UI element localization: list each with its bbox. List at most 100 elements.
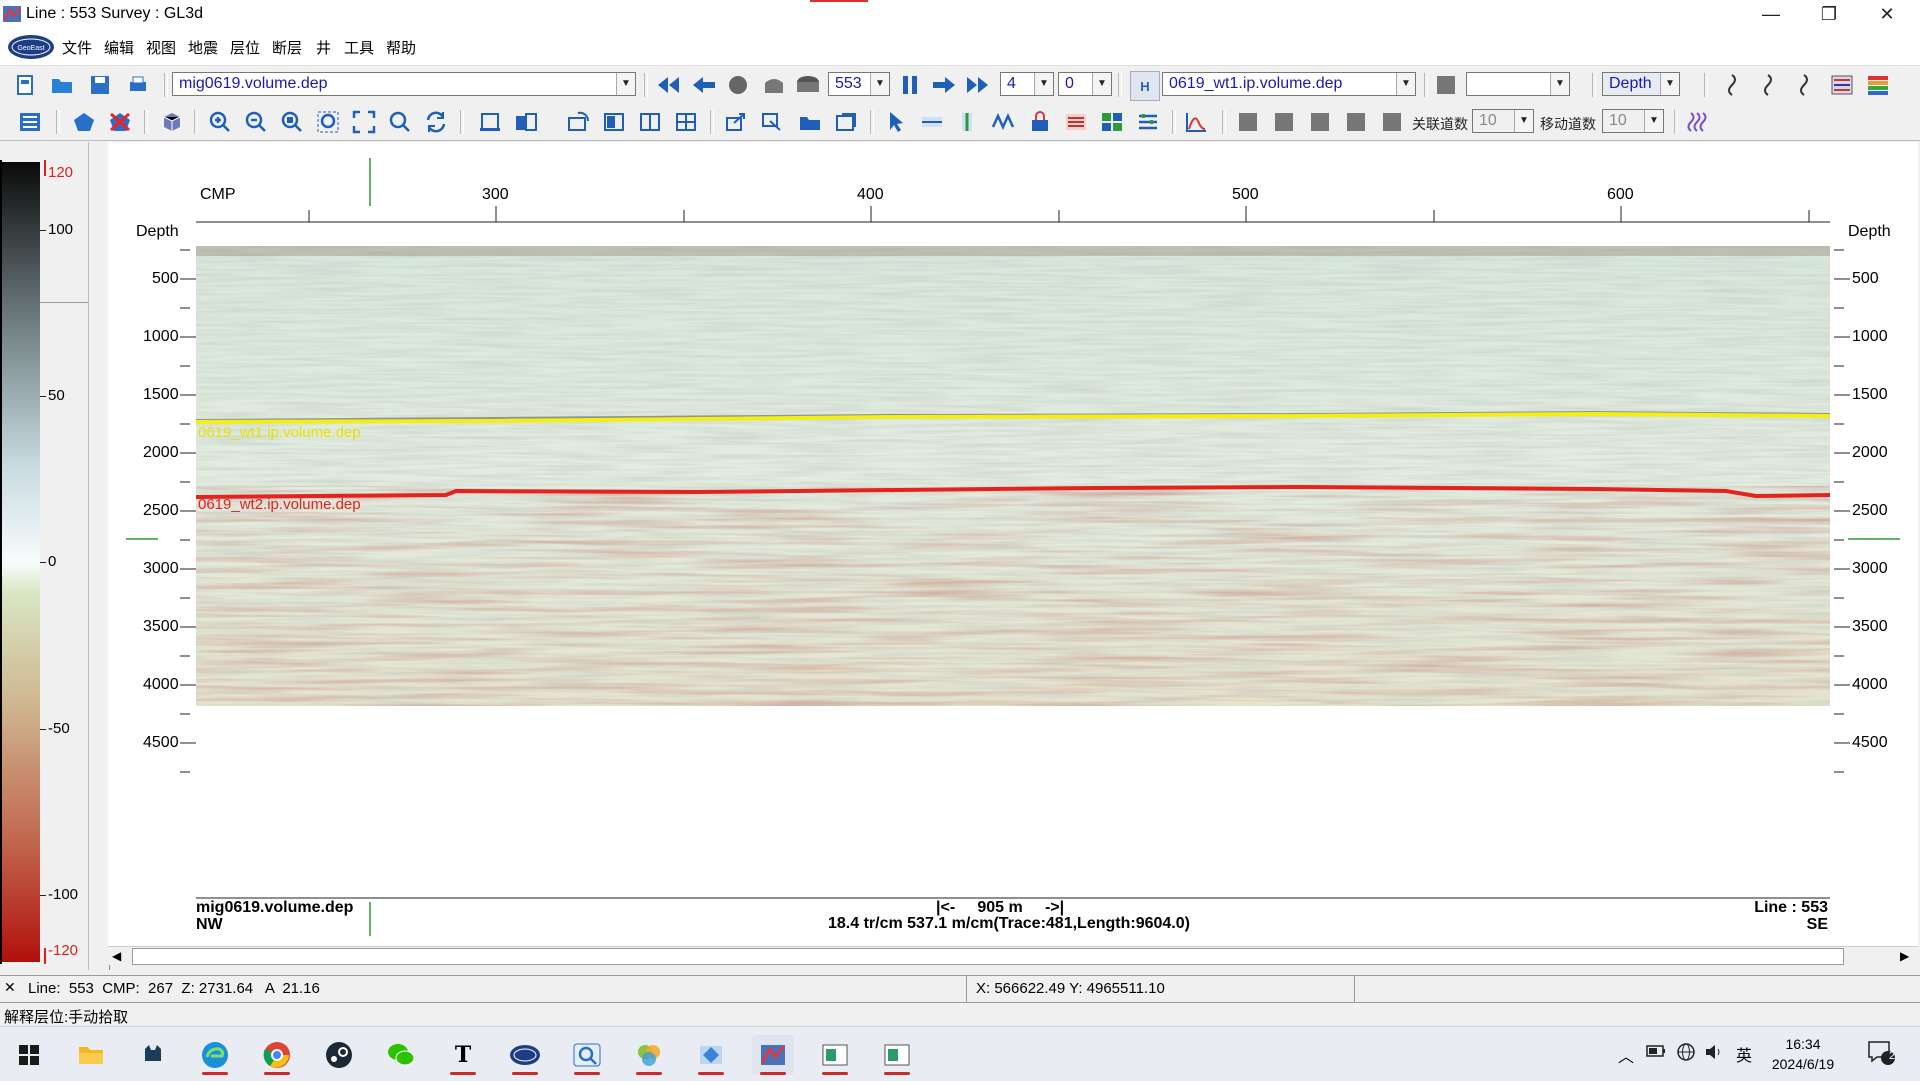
import-icon[interactable] — [758, 108, 786, 136]
open-section-icon[interactable] — [796, 108, 824, 136]
stop-icon[interactable] — [724, 71, 752, 99]
window-app-icon-2[interactable] — [876, 1035, 918, 1075]
clock[interactable]: 16:34 2024/6/19 — [1768, 1034, 1838, 1074]
wiggle-fill-icon[interactable] — [1754, 71, 1782, 99]
attribute-select[interactable]: ▼ — [1466, 72, 1570, 96]
menu-seismic[interactable]: 地震 — [188, 40, 219, 57]
cube-icon[interactable] — [158, 108, 186, 136]
gray-button-1-icon[interactable] — [1234, 108, 1262, 136]
edge-icon[interactable] — [194, 1035, 236, 1075]
menu-view[interactable]: 视图 — [146, 40, 177, 57]
zoom-reset-icon[interactable] — [386, 108, 414, 136]
delete-polygon-icon[interactable] — [106, 108, 134, 136]
next-line-icon[interactable] — [930, 71, 958, 99]
grid-color-icon[interactable] — [1098, 108, 1126, 136]
split-view-icon[interactable] — [636, 108, 664, 136]
gray-button-3-icon[interactable] — [1306, 108, 1334, 136]
step-select[interactable]: 4 ▼ — [1000, 72, 1054, 96]
diamond-app-icon[interactable] — [690, 1035, 732, 1075]
export-icon[interactable] — [722, 108, 750, 136]
ime-indicator[interactable]: 英 — [1736, 1048, 1753, 1065]
menu-tools[interactable]: 工具 — [344, 40, 375, 57]
first-line-icon[interactable] — [654, 71, 682, 99]
wave-pick-icon[interactable] — [990, 108, 1018, 136]
volume-file-select[interactable]: mig0619.volume.dep ▼ — [172, 72, 636, 96]
previous-line-icon[interactable] — [690, 71, 718, 99]
horizontal-scrollbar[interactable]: ◀ ▶ — [108, 946, 1918, 965]
spectrum-icon[interactable] — [1182, 108, 1210, 136]
vertical-pick-icon[interactable] — [954, 108, 982, 136]
volume-icon[interactable] — [1704, 1042, 1724, 1066]
chevron-down-icon[interactable]: ▼ — [1396, 73, 1415, 95]
colormap-icon[interactable] — [1864, 71, 1892, 99]
notification-icon[interactable] — [1866, 1039, 1896, 1071]
seismic-image[interactable] — [196, 246, 1830, 706]
search-app-icon[interactable] — [566, 1035, 608, 1075]
close-status-icon[interactable]: ✕ — [4, 979, 16, 995]
window-app-icon-1[interactable] — [814, 1035, 856, 1075]
multi-view-icon[interactable] — [672, 108, 700, 136]
network-globe-icon[interactable] — [1676, 1042, 1696, 1066]
restore-button[interactable]: ❐ — [1820, 4, 1838, 24]
wiggle-var-icon[interactable] — [1790, 71, 1818, 99]
typora-icon[interactable]: T — [442, 1035, 484, 1075]
trace-display-icon[interactable] — [1062, 108, 1090, 136]
battery-icon[interactable] — [1646, 1044, 1666, 1062]
chevron-down-icon[interactable]: ▼ — [1644, 110, 1663, 132]
geoeast-taskbar-icon[interactable] — [504, 1035, 546, 1075]
last-line-icon[interactable] — [964, 71, 992, 99]
close-button[interactable]: ✕ — [1879, 4, 1895, 24]
save-section-icon[interactable] — [832, 108, 860, 136]
minimize-button[interactable]: — — [1762, 4, 1780, 24]
scroll-left-icon[interactable]: ◀ — [112, 949, 122, 963]
chevron-down-icon[interactable]: ▼ — [1034, 73, 1053, 95]
polygon-icon[interactable] — [70, 108, 98, 136]
line-number-input[interactable]: 553 ▼ — [828, 72, 890, 96]
chevron-down-icon[interactable]: ▼ — [1660, 73, 1679, 95]
menu-help[interactable]: 帮助 — [386, 40, 417, 57]
scroll-right-icon[interactable]: ▶ — [1900, 949, 1910, 963]
tray-chevron-up-icon[interactable]: ︿ — [1618, 1049, 1635, 1066]
zoom-in-icon[interactable] — [206, 108, 234, 136]
tape-icon[interactable] — [794, 71, 822, 99]
multi-wave-icon[interactable] — [1686, 108, 1714, 136]
pause-icon[interactable] — [896, 71, 924, 99]
list-settings-icon[interactable] — [1134, 108, 1162, 136]
chevron-down-icon[interactable]: ▼ — [1550, 73, 1569, 95]
print-icon[interactable] — [124, 71, 152, 99]
record-icon[interactable] — [760, 71, 788, 99]
save-icon[interactable] — [86, 71, 114, 99]
scrollbar-thumb[interactable] — [132, 948, 1844, 965]
wechat-icon[interactable] — [380, 1035, 422, 1075]
file-explorer-icon[interactable] — [70, 1035, 112, 1075]
chevron-down-icon[interactable]: ▼ — [616, 73, 635, 95]
menu-file[interactable]: 文件 — [62, 40, 93, 57]
gl3d-app-icon[interactable] — [752, 1035, 794, 1075]
steam-icon[interactable] — [318, 1035, 360, 1075]
zoom-window-icon[interactable] — [278, 108, 306, 136]
new-icon[interactable] — [12, 71, 40, 99]
menu-horizon[interactable]: 层位 — [230, 40, 261, 57]
chevron-down-icon[interactable]: ▼ — [1514, 110, 1533, 132]
gray-button-5-icon[interactable] — [1378, 108, 1406, 136]
zoom-fit-icon[interactable] — [314, 108, 342, 136]
flip-icon[interactable] — [600, 108, 628, 136]
menu-well[interactable]: 井 — [316, 40, 332, 57]
move-traces-select[interactable]: 10 ▼ — [1602, 109, 1664, 133]
pointer-icon[interactable] — [882, 108, 910, 136]
menu-edit[interactable]: 编辑 — [104, 40, 135, 57]
open-folder-icon[interactable] — [48, 71, 76, 99]
domain-select[interactable]: Depth ▼ — [1602, 72, 1680, 96]
section-view-icon[interactable] — [512, 108, 540, 136]
full-extent-icon[interactable] — [350, 108, 378, 136]
offset-select[interactable]: 0 ▼ — [1058, 72, 1112, 96]
refresh-icon[interactable] — [422, 108, 450, 136]
horizontal-pick-icon[interactable] — [918, 108, 946, 136]
section-icon[interactable] — [476, 108, 504, 136]
green-app-icon[interactable] — [628, 1035, 670, 1075]
settings-icon[interactable] — [16, 108, 44, 136]
cat-app-icon[interactable] — [132, 1035, 174, 1075]
rotate-icon[interactable] — [564, 108, 592, 136]
wiggle-icon[interactable] — [1718, 71, 1746, 99]
horizon-file-select[interactable]: 0619_wt1.ip.volume.dep ▼ — [1162, 72, 1416, 96]
